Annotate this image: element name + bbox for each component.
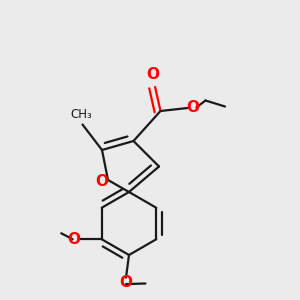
Text: CH₃: CH₃ <box>70 109 92 122</box>
Text: O: O <box>67 232 80 247</box>
Text: O: O <box>186 100 200 115</box>
Text: O: O <box>95 174 108 189</box>
Text: O: O <box>146 67 159 82</box>
Text: O: O <box>119 275 133 290</box>
